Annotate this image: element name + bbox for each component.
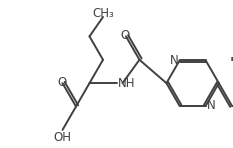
Text: OH: OH bbox=[54, 131, 72, 144]
Text: O: O bbox=[120, 29, 130, 42]
Text: NH: NH bbox=[117, 77, 135, 90]
Text: O: O bbox=[57, 76, 66, 89]
Text: CH₃: CH₃ bbox=[92, 7, 114, 20]
Text: N: N bbox=[170, 54, 178, 67]
Text: N: N bbox=[207, 99, 216, 112]
